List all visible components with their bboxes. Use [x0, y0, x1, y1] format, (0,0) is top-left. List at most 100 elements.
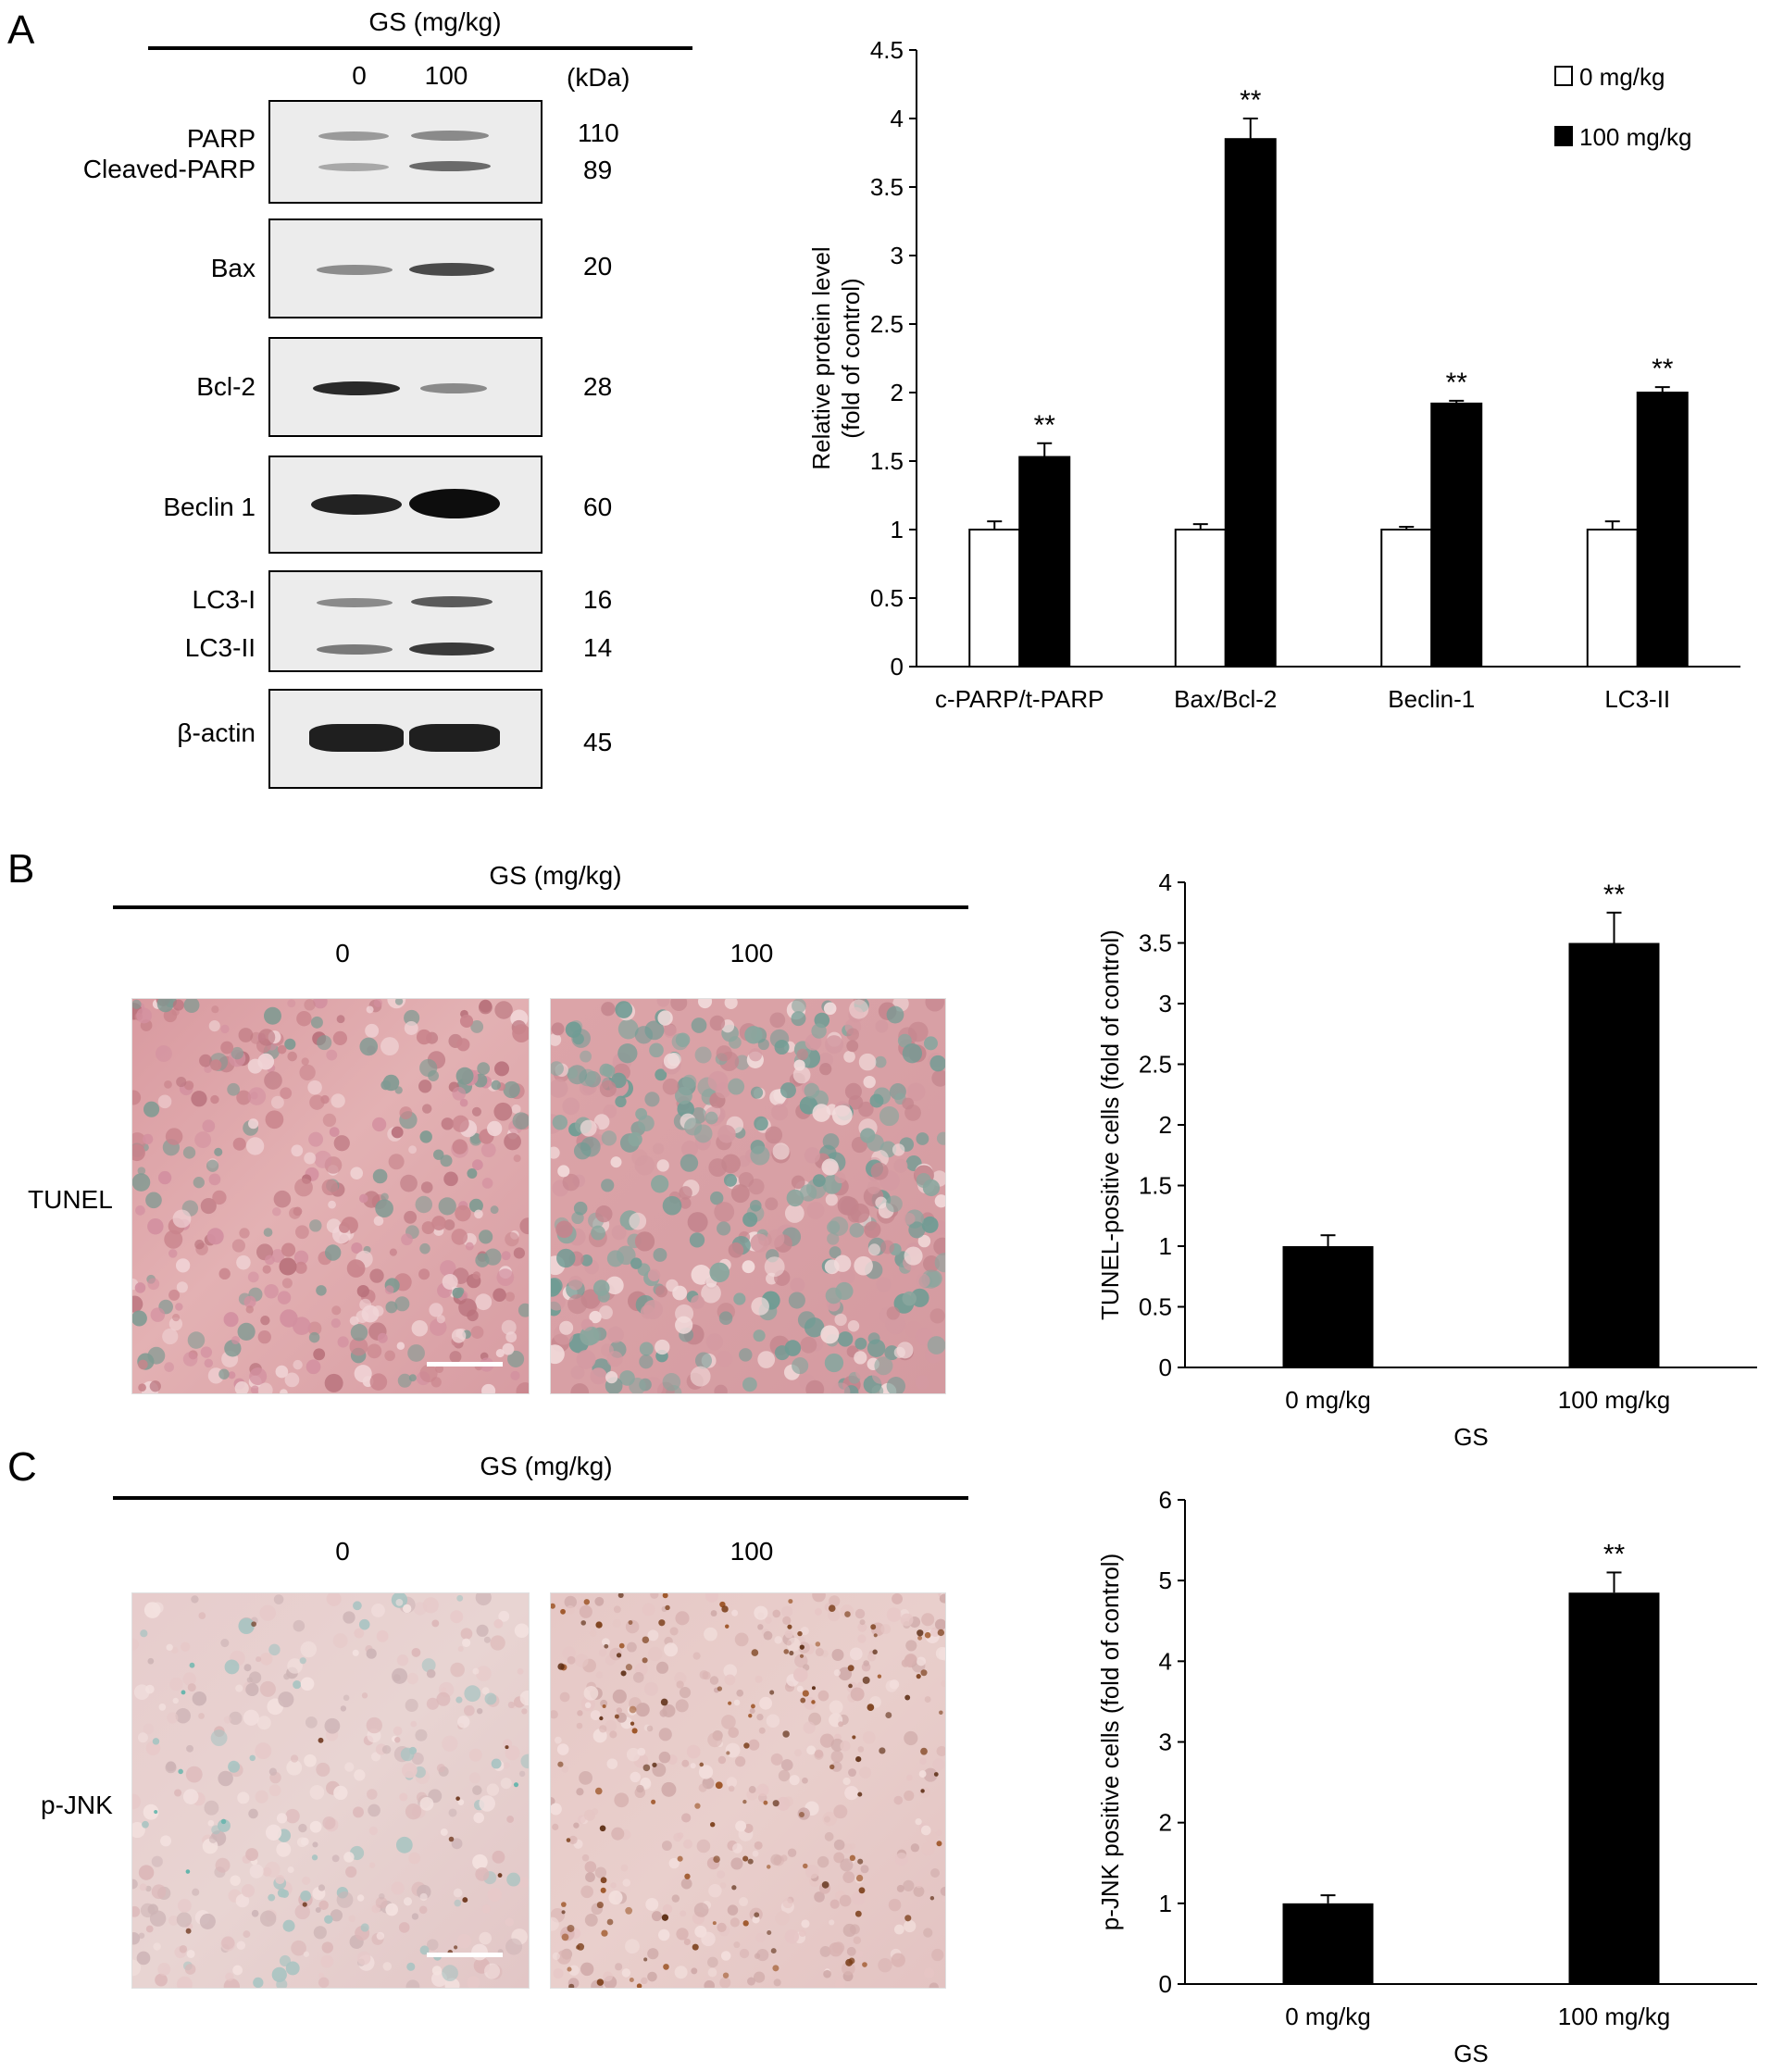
pjnk-row-label: p-JNK	[41, 1791, 113, 1819]
tunel-lane-100: 100	[730, 939, 774, 967]
y-tick-label: 3	[1159, 990, 1172, 1017]
blot-label-bcl2: Bcl-2	[196, 372, 256, 401]
blot-lc3	[268, 570, 543, 672]
bar	[1282, 1903, 1374, 1984]
blot-beclin1	[268, 456, 543, 554]
kda-cleaved-parp: 89	[583, 156, 613, 184]
pjnk-micrograph-0	[131, 1592, 530, 1989]
y-tick-label: 3.5	[1139, 930, 1172, 957]
y-tick-label: 2.5	[870, 310, 904, 338]
pjnk-header: GS (mg/kg)	[480, 1452, 613, 1480]
tunel-header-rule	[113, 905, 968, 909]
blot-label-parp: PARP	[186, 124, 256, 153]
y-tick-label: 1.5	[870, 447, 904, 475]
y-tick-label: 3	[1159, 1729, 1172, 1756]
blot-header: GS (mg/kg)	[368, 7, 502, 36]
bar	[1636, 392, 1689, 668]
significance-mark: **	[1446, 368, 1468, 398]
pjnk-header-rule	[113, 1496, 968, 1500]
y-tick-label: 4.5	[870, 36, 904, 64]
pjnk-lane-100: 100	[730, 1537, 774, 1566]
pjnk-lane-0: 0	[335, 1537, 350, 1566]
y-axis-label: Relative protein level(fold of control)	[807, 246, 865, 469]
scale-bar	[427, 1953, 503, 1957]
tunel-header: GS (mg/kg)	[489, 861, 622, 890]
significance-mark: **	[1603, 1539, 1626, 1569]
kda-bax: 20	[583, 252, 613, 281]
y-tick-label: 0	[891, 653, 904, 680]
x-tick-label: Beclin-1	[1388, 685, 1475, 713]
x-tick-label: LC3-II	[1604, 685, 1670, 713]
blot-label-beclin1: Beclin 1	[163, 493, 256, 521]
bar	[1568, 942, 1660, 1367]
protein-level-chart: 0 0.5 1 1.5 2 2.5 3 3.5 4 4.5 Relative protein lev…	[807, 36, 1740, 713]
x-tick-label: 0 mg/kg	[1285, 1386, 1371, 1414]
significance-mark: **	[1240, 85, 1262, 116]
x-tick-label: c-PARP/t-PARP	[935, 685, 1104, 713]
y-tick-label: 0.5	[1139, 1293, 1172, 1321]
bar	[1586, 529, 1639, 668]
y-tick-label: 1.5	[1139, 1172, 1172, 1200]
lane-label-100: 100	[424, 61, 468, 90]
kda-lc3i: 16	[583, 585, 613, 614]
blot-bcl2	[268, 337, 543, 437]
tunel-lane-0: 0	[335, 939, 350, 967]
bar	[1568, 1592, 1660, 1984]
kda-beta-actin: 45	[583, 728, 613, 756]
x-tick-label: Bax/Bcl-2	[1174, 685, 1277, 713]
legend-label: 0 mg/kg	[1579, 63, 1665, 91]
blot-parp	[268, 100, 543, 204]
x-tick-label: 100 mg/kg	[1558, 2003, 1670, 2030]
blot-bax	[268, 218, 543, 318]
blot-header-rule	[148, 46, 692, 50]
pjnk-chart: 0 1 2 3 4 5 6 p-JNK positive cells (fold of con…	[1096, 1486, 1757, 2065]
blot-label-beta-actin: β-actin	[177, 718, 256, 747]
bar	[968, 529, 1021, 668]
y-tick-label: 1	[891, 516, 904, 543]
y-tick-label: 3.5	[870, 173, 904, 201]
y-tick-label: 0	[1159, 1354, 1172, 1381]
kda-beclin1: 60	[583, 493, 613, 521]
y-tick-label: 4	[1159, 1647, 1172, 1675]
y-tick-label: 1	[1159, 1890, 1172, 1917]
legend-label: 100 mg/kg	[1579, 123, 1691, 151]
y-tick-label: 1	[1159, 1232, 1172, 1260]
kda-parp: 110	[578, 119, 619, 147]
lane-label-0: 0	[352, 61, 367, 90]
bar	[1018, 456, 1071, 668]
tunel-micrograph-100	[550, 998, 946, 1394]
x-axis-label: GS	[1453, 1423, 1489, 1451]
blot-label-lc3i: LC3-I	[192, 585, 256, 614]
tunel-micrograph-0	[131, 998, 530, 1394]
y-tick-label: 2	[1159, 1111, 1172, 1139]
kda-lc3ii: 14	[583, 633, 613, 662]
scale-bar	[427, 1362, 503, 1367]
panel-letter-c: C	[7, 1444, 37, 1490]
x-tick-label: 0 mg/kg	[1285, 2003, 1371, 2030]
blot-label-lc3ii: LC3-II	[184, 633, 256, 662]
y-axis-label: p-JNK positive cells (fold of control)	[1096, 1554, 1124, 1930]
bar	[1380, 529, 1433, 668]
significance-mark: **	[1603, 880, 1626, 910]
y-tick-label: 0	[1159, 1970, 1172, 1998]
y-axis-label: TUNEL-positive cells (fold of control)	[1096, 930, 1124, 1320]
y-tick-label: 3	[891, 242, 904, 269]
x-tick-label: 100 mg/kg	[1558, 1386, 1670, 1414]
significance-mark: **	[1034, 410, 1056, 441]
y-tick-label: 5	[1159, 1566, 1172, 1594]
kda-bcl2: 28	[583, 372, 613, 401]
blot-beta-actin	[268, 689, 543, 789]
y-tick-label: 2	[891, 379, 904, 406]
legend-swatch	[1554, 126, 1573, 146]
bar	[1282, 1246, 1374, 1367]
bar	[1224, 138, 1277, 668]
blot-label-bax: Bax	[210, 254, 256, 282]
y-tick-label: 4	[1159, 868, 1172, 896]
panel-letter-b: B	[7, 846, 35, 892]
y-tick-label: 6	[1159, 1486, 1172, 1514]
blot-label-cleaved-parp: Cleaved-PARP	[82, 155, 256, 183]
bar	[1430, 402, 1483, 668]
y-tick-label: 4	[891, 105, 904, 132]
tunel-chart: 0 0.5 1 1.5 2 2.5 3 3.5 4 TUNEL-positive cells (f…	[1096, 868, 1757, 1451]
tunel-row-label: TUNEL	[28, 1185, 113, 1214]
